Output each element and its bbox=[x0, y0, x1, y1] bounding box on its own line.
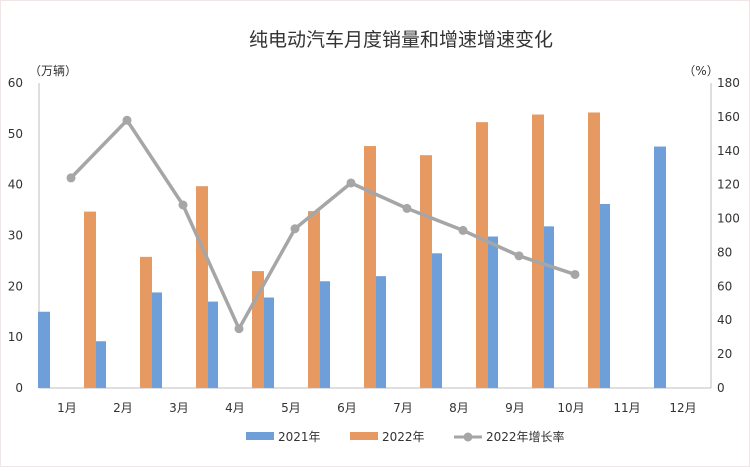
y-right-unit-label: （%） bbox=[683, 64, 718, 78]
growth-line-point bbox=[122, 115, 132, 125]
bar-2021 bbox=[374, 276, 386, 388]
x-tick-label: 7月 bbox=[393, 401, 413, 415]
x-tick-labels: 1月 2月 3月 4月 5月 6月 7月 8月 9月 10月 11月 12月 bbox=[57, 401, 696, 415]
legend-label: 2022年增长率 bbox=[486, 429, 565, 444]
legend-label: 2021年 bbox=[278, 430, 321, 444]
growth-line-point bbox=[234, 324, 244, 334]
y-right-tick-label: 140 bbox=[717, 144, 740, 158]
bar-2022 bbox=[308, 211, 320, 388]
y-left-tick-label: 30 bbox=[8, 229, 23, 243]
bar-2021 bbox=[598, 203, 610, 388]
x-tick-label: 1月 bbox=[57, 401, 77, 415]
growth-line-point bbox=[402, 203, 412, 213]
chart-title: 纯电动汽车月度销量和增速增速变化 bbox=[249, 29, 553, 51]
bar-2022 bbox=[476, 122, 488, 389]
bar-2021 bbox=[430, 253, 442, 388]
bar-2021 bbox=[318, 281, 330, 388]
growth-line-point bbox=[178, 200, 188, 210]
y-left-tick-label: 20 bbox=[8, 279, 23, 293]
bar-2022 bbox=[532, 114, 544, 389]
bars bbox=[38, 112, 666, 389]
y-left-tick-label: 40 bbox=[8, 178, 23, 192]
growth-line-point bbox=[290, 224, 300, 234]
growth-line-point bbox=[514, 251, 524, 261]
bar-2021 bbox=[206, 301, 218, 388]
bar-2021 bbox=[486, 236, 498, 388]
y-right-tick-label: 20 bbox=[717, 347, 732, 361]
y-right-tick-label: 80 bbox=[717, 245, 732, 259]
x-tick-label: 11月 bbox=[613, 401, 640, 415]
bar-2021 bbox=[262, 297, 274, 388]
growth-line-path bbox=[69, 118, 576, 331]
y-left-tick-label: 0 bbox=[15, 381, 23, 395]
x-tick-label: 12月 bbox=[669, 401, 696, 415]
y-left-tick-label: 50 bbox=[8, 127, 23, 141]
y-right-tick-label: 60 bbox=[717, 279, 732, 293]
y-right-tick-label: 180 bbox=[717, 76, 740, 90]
growth-line-point bbox=[458, 225, 468, 235]
x-tick-label: 2月 bbox=[113, 401, 133, 415]
y-right-tick-label: 40 bbox=[717, 313, 732, 327]
legend-swatch-2022 bbox=[350, 432, 378, 440]
bar-2022 bbox=[364, 146, 376, 388]
y-left-tick-label: 60 bbox=[8, 76, 23, 90]
x-tick-label: 10月 bbox=[557, 401, 584, 415]
legend-label: 2022年 bbox=[382, 430, 425, 444]
bar-2022 bbox=[588, 112, 600, 388]
bar-2021 bbox=[654, 146, 666, 388]
x-tick-label: 3月 bbox=[169, 401, 189, 415]
bar-2022 bbox=[84, 211, 96, 388]
bar-2022 bbox=[420, 155, 432, 388]
bar-2021 bbox=[150, 292, 162, 388]
growth-line-point bbox=[66, 173, 76, 183]
y-right-tick-label: 160 bbox=[717, 110, 740, 124]
bar-2022 bbox=[140, 256, 152, 388]
x-tick-label: 4月 bbox=[225, 401, 245, 415]
y-right-tick-label: 120 bbox=[717, 178, 740, 192]
y-right-tick-label: 0 bbox=[717, 381, 725, 395]
bar-2021 bbox=[94, 341, 106, 388]
y-right-tick-label: 100 bbox=[717, 212, 740, 226]
growth-line bbox=[66, 115, 580, 334]
x-tick-label: 9月 bbox=[505, 401, 525, 415]
x-tick-label: 6月 bbox=[337, 401, 357, 415]
bar-2022 bbox=[196, 186, 208, 388]
legend-marker-growth bbox=[463, 432, 473, 442]
y-left-unit-label: （万辆） bbox=[29, 64, 77, 78]
growth-line-point bbox=[570, 269, 580, 279]
legend-swatch-2021 bbox=[246, 432, 274, 440]
x-tick-label: 8月 bbox=[449, 401, 469, 415]
legend: 2021年 2022年 2022年增长率 bbox=[246, 429, 565, 444]
y-left-tick-label: 10 bbox=[8, 330, 23, 344]
bar-2021 bbox=[38, 311, 50, 388]
x-tick-label: 5月 bbox=[281, 401, 301, 415]
growth-line-point bbox=[346, 178, 356, 188]
